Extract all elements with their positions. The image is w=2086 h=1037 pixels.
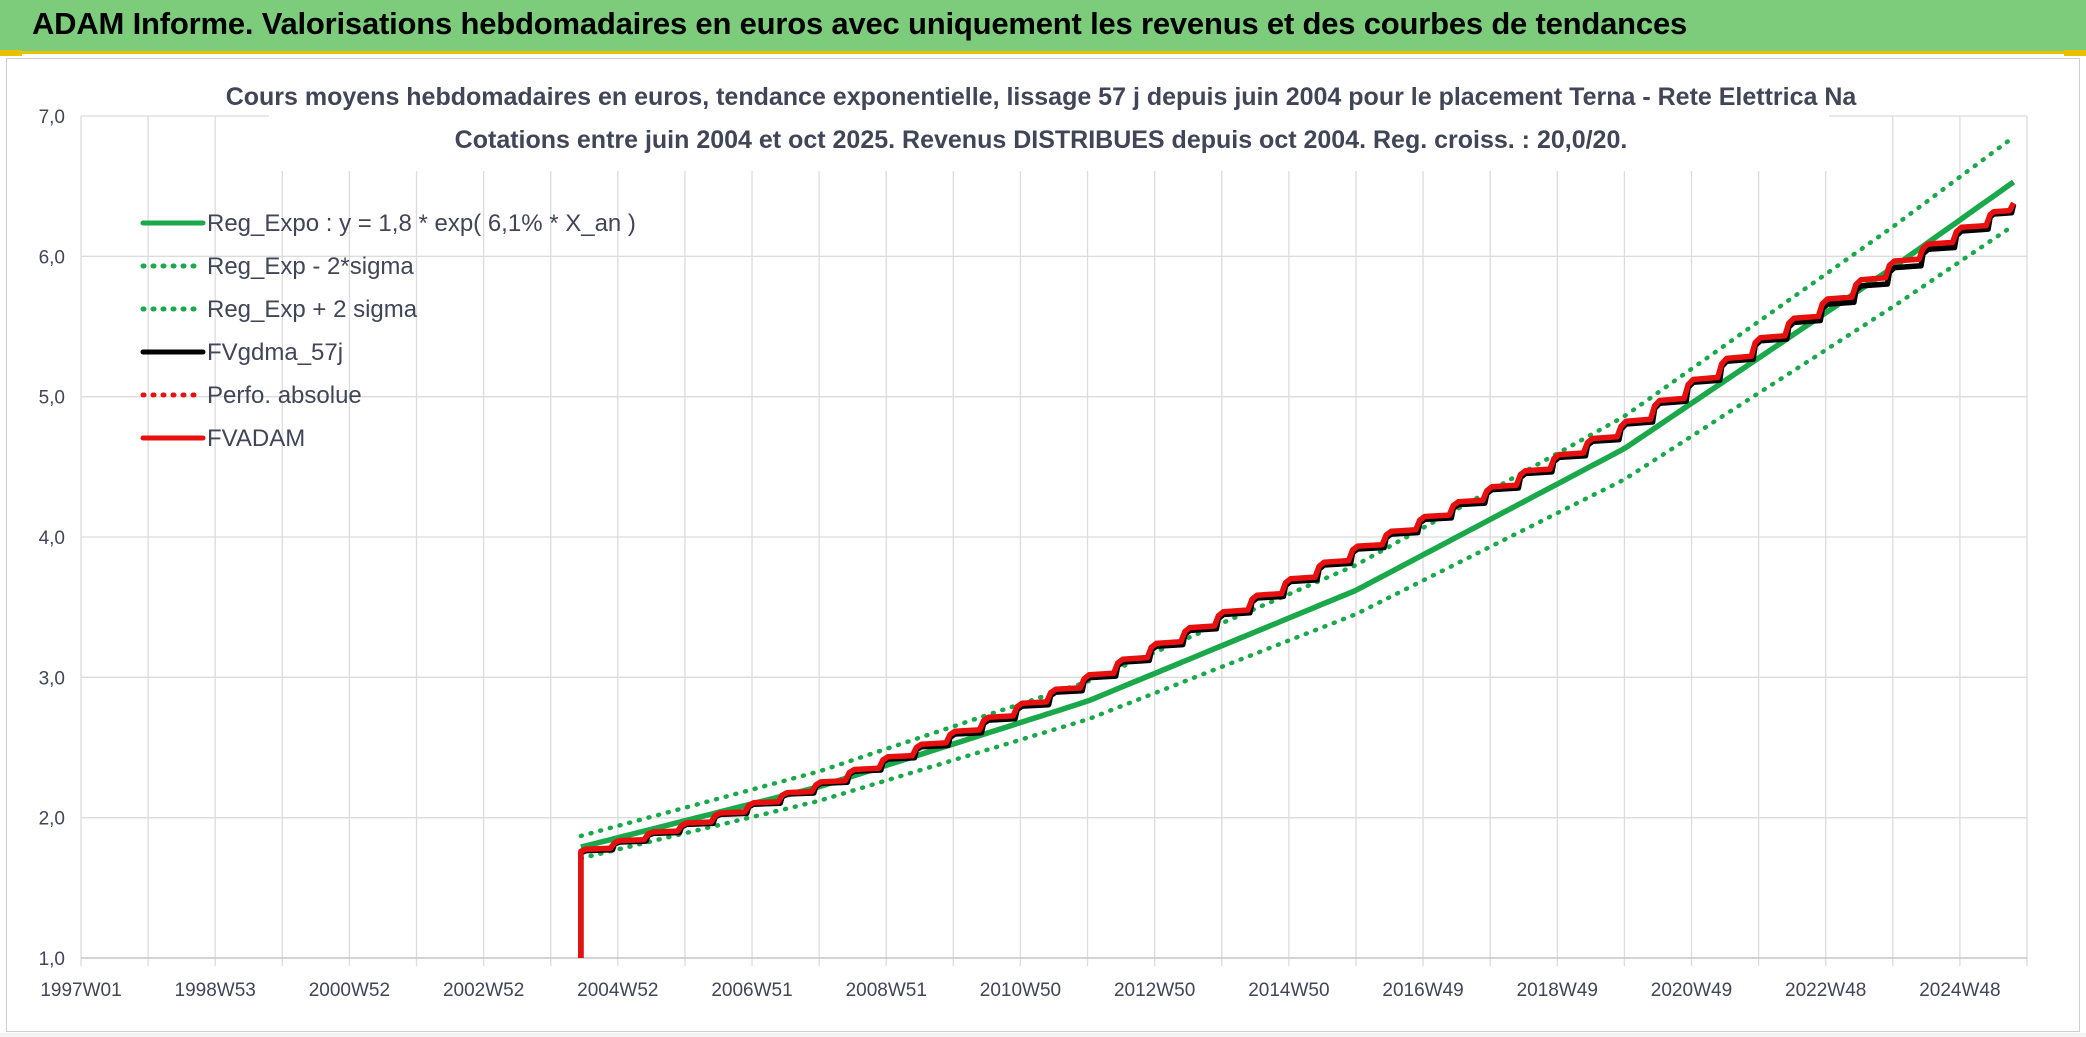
x-tick-label: 2012W50: [1114, 980, 1195, 1001]
series-line-1: [580, 179, 2016, 850]
banner-corner-right: [2064, 50, 2086, 56]
x-tick-label: 1997W01: [40, 980, 121, 1001]
chart: 1,0 2,0 3,0 4,0 5,0 6,0 7,0 1997W01 1998W53 2000W…: [39, 61, 2028, 1001]
legend-label: Reg_Exp - 2*sigma: [207, 253, 414, 280]
x-tick-label: 2024W48: [1919, 980, 2000, 1001]
x-tick-label: 1998W53: [175, 980, 256, 1001]
series-line-5: [578, 201, 2017, 958]
chart-axes: 1,0 2,0 3,0 4,0 5,0 6,0 7,0 1997W01 1998W53 2000W…: [39, 107, 2027, 1001]
y-tick-label: 6,0: [39, 247, 65, 268]
banner-corner-left: [0, 50, 22, 56]
chart-subtitle: Cotations entre juin 2004 et oct 2025. R…: [455, 126, 1628, 154]
y-tick-label: 3,0: [39, 668, 65, 689]
y-tick-label: 5,0: [39, 388, 65, 409]
y-tick-label: 2,0: [39, 809, 65, 830]
title-banner: ADAM Informe. Valorisations hebdomadaire…: [0, 0, 2086, 54]
x-tick-label: 2008W51: [846, 980, 927, 1001]
bottom-strip: [0, 1033, 2086, 1037]
x-tick-label: 2022W48: [1785, 980, 1866, 1001]
x-tick-label: 2018W49: [1517, 980, 1598, 1001]
x-tick-label: 2014W50: [1248, 980, 1329, 1001]
page-title: ADAM Informe. Valorisations hebdomadaire…: [32, 6, 1688, 41]
chart-series: [578, 134, 2017, 958]
x-tick-label: 2006W51: [711, 980, 792, 1001]
x-tick-label: 2004W52: [577, 980, 658, 1001]
x-tick-label: 2000W52: [309, 980, 390, 1001]
x-tick-label: 2010W50: [980, 980, 1061, 1001]
x-tick-label: 2016W49: [1382, 980, 1463, 1001]
series-line-2: [578, 223, 2016, 861]
legend-label: FVADAM: [207, 425, 305, 452]
series-line-3: [578, 134, 2016, 839]
y-tick-label: 7,0: [39, 107, 65, 128]
chart-grid: [80, 115, 2028, 966]
chart-title: Cours moyens hebdomadaires en euros, ten…: [226, 83, 1858, 111]
legend-label: Reg_Expo : y = 1,8 * exp( 6,1% * X_an ): [207, 210, 636, 237]
x-tick-label: 2002W52: [443, 980, 524, 1001]
y-tick-label: 1,0: [39, 949, 65, 970]
y-tick-label: 4,0: [39, 528, 65, 549]
legend-label: Perfo. absolue: [207, 382, 362, 409]
x-tick-label: 2020W49: [1651, 980, 1732, 1001]
legend-label: FVgdma_57j: [207, 339, 343, 366]
legend-label: Reg_Exp + 2 sigma: [207, 296, 418, 323]
chart-frame: 1,0 2,0 3,0 4,0 5,0 6,0 7,0 1997W01 1998W53 2000W…: [6, 58, 2080, 1032]
chart-legend: Reg_Expo : y = 1,8 * exp( 6,1% * X_an ) R…: [140, 210, 636, 452]
title-background: [269, 61, 1829, 171]
